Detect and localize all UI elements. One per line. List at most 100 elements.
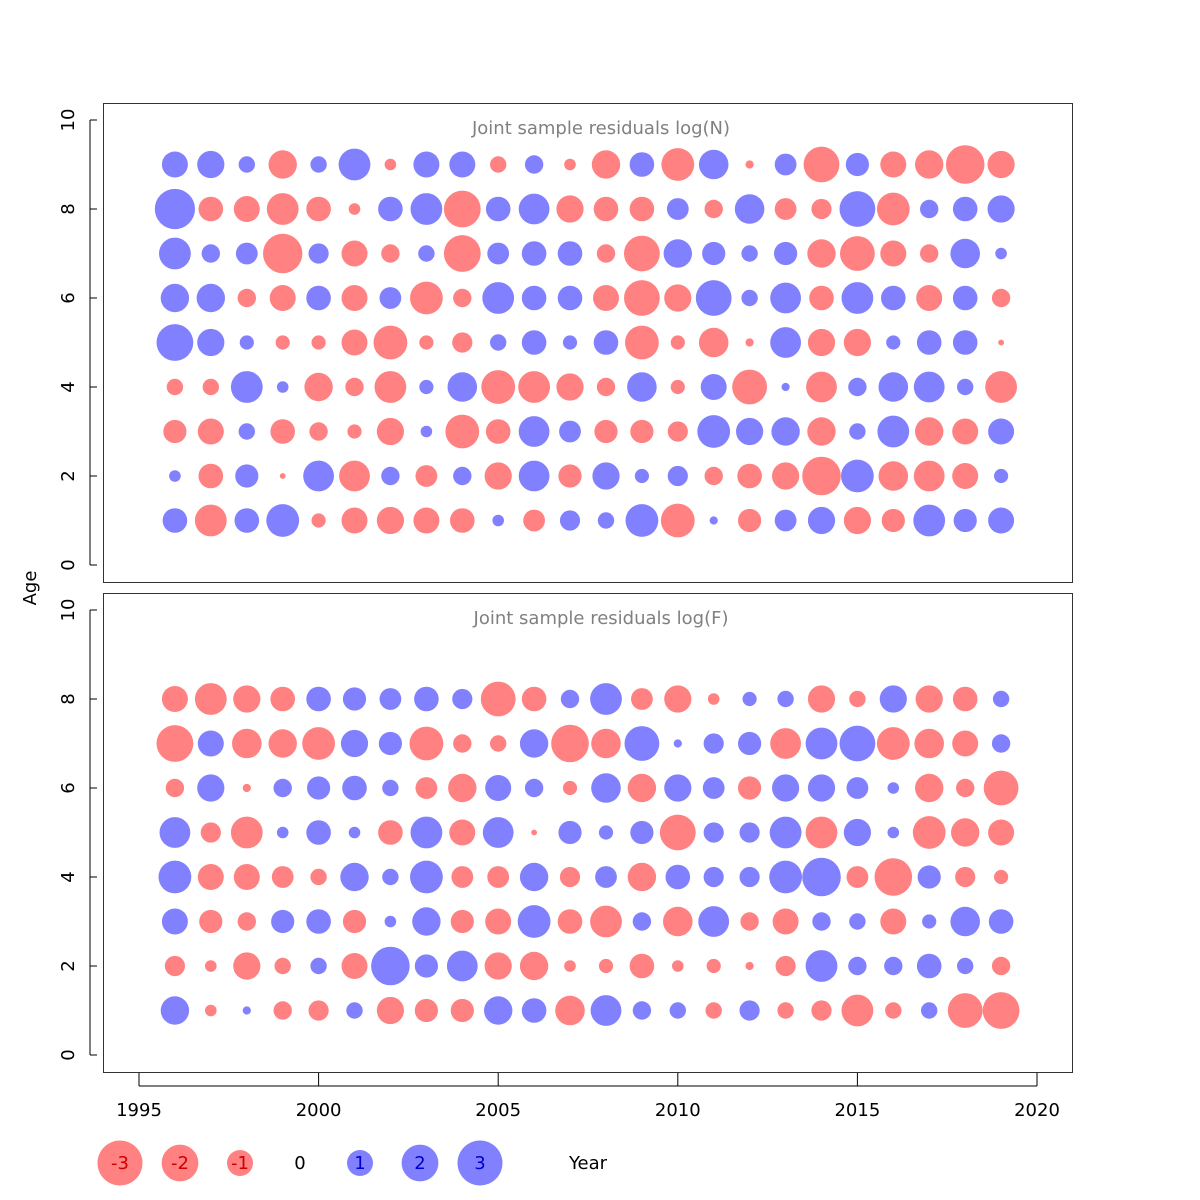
bubble-n-age4-2010 [670,379,685,395]
legend-bubble-1 [347,1150,373,1176]
bubble-f-age2-2018 [957,957,974,975]
bubble-n-age6-2007 [557,285,583,311]
bubble-n-age1-2011 [709,516,718,525]
bubble-f-age7-2016 [876,727,910,760]
bubble-f-age3-2009 [632,912,652,931]
bubble-n-age4-2009 [627,372,657,402]
legend-bubble-2 [401,1144,439,1182]
bubble-n-age3-2013 [771,417,800,446]
bubble-n-age7-2010 [663,239,692,268]
bubble-f-age6-1996 [165,778,185,798]
bubble-f-age7-2014 [805,727,838,760]
bubble-f-age8-2006 [521,686,547,712]
bubble-f-age2-2014 [805,950,838,982]
bubble-f-age7-2010 [673,739,682,748]
bubble-n-age4-2011 [700,374,727,400]
bubble-f-age7-2015 [839,725,876,762]
y-tick-label-4: 4 [58,871,79,882]
bubble-f-age4-2004 [451,866,474,888]
bubble-n-age3-1998 [238,423,255,440]
bubble-n-age9-2018 [945,145,985,184]
bubble-n-age9-2002 [384,158,397,171]
bubble-n-age4-1997 [202,378,219,396]
bubble-f-age1-2005 [484,996,513,1025]
bubble-n-age7-2018 [950,238,980,269]
bubble-n-age1-2019 [988,507,1015,534]
bubble-f-age7-2000 [302,727,335,760]
bubble-n-age3-1996 [163,419,187,444]
bubble-f-age2-2002 [371,946,410,986]
bubble-f-age1-2007 [555,995,585,1026]
bubble-f-age4-2003 [410,860,443,894]
bubble-f-age8-2014 [807,685,836,713]
panel-log-f-title: Joint sample residuals log(F) [473,608,729,629]
bubble-f-age4-2008 [595,866,617,888]
bubble-n-age9-2019 [987,150,1015,179]
bubble-f-age3-1999 [271,909,295,934]
bubble-f-age6-2010 [664,774,692,802]
bubble-f-age7-2005 [490,735,507,752]
bubble-n-age7-2016 [880,240,907,267]
bubble-n-age9-2013 [774,153,797,176]
bubble-f-age2-2009 [629,953,655,979]
panel-log-n-bubbles [154,145,1017,538]
bubble-n-age4-2007 [556,373,584,401]
bubble-n-age8-2007 [556,195,584,223]
bubble-f-age1-2011 [705,1002,722,1019]
bubble-f-age3-2012 [740,912,759,931]
panel-log-n-y-axis: 0 2 4 6 8 10 [58,109,97,571]
bubble-f-age8-1997 [194,683,227,715]
bubble-n-age3-2003 [420,425,433,438]
bubble-f-age6-2000 [307,776,331,800]
bubble-n-age5-2010 [670,335,685,350]
legend-label--3: -3 [111,1153,129,1174]
bubble-f-age2-2001 [341,953,368,979]
y-tick-label-0: 0 [58,559,79,570]
bubble-n-age8-2012 [734,194,765,224]
bubble-n-age3-2016 [877,415,910,448]
bubble-f-age7-2012 [738,731,762,756]
bubble-f-age1-2008 [590,995,622,1026]
bubble-f-age2-2005 [484,952,512,980]
x-tick-label-2005: 2005 [475,1100,521,1121]
bubble-n-age2-1999 [279,473,286,479]
bubble-n-age5-2019 [998,339,1004,346]
bubble-f-age1-2015 [841,994,874,1027]
bubble-f-age8-1996 [161,686,188,712]
bubble-n-age4-2000 [304,372,333,402]
bubble-n-age8-1997 [198,196,224,222]
bubble-f-age1-1996 [160,996,190,1025]
bubble-f-age5-2008 [598,825,614,840]
bubble-n-age1-2006 [523,509,545,532]
legend-label--2: -2 [171,1153,189,1174]
bubble-f-age3-2010 [663,906,693,937]
bubble-n-age6-1998 [237,288,256,308]
bubble-n-age8-2019 [987,195,1015,223]
bubble-n-age5-2002 [373,325,408,360]
bubble-f-age5-1997 [200,822,221,843]
bubble-f-age4-2000 [310,868,327,886]
bubble-f-age8-2001 [342,687,367,711]
bubble-f-age8-2002 [379,688,402,710]
bubble-f-age1-2019 [982,992,1020,1029]
bubble-n-age2-2000 [303,460,334,492]
bubble-f-age1-2014 [811,1000,832,1021]
bubble-n-age7-2004 [443,235,481,272]
bubble-f-age8-2011 [707,693,720,705]
panel-log-f-bubbles [156,681,1020,1029]
bubble-f-age6-1999 [273,778,292,798]
bubble-n-age9-1996 [161,151,188,178]
bubble-n-age8-2017 [920,199,939,219]
bubble-f-age4-2013 [769,860,802,894]
bubble-f-age3-2018 [950,906,980,937]
bubble-n-age5-2001 [341,329,368,356]
bubble-n-age5-1997 [197,328,225,357]
bubble-n-age7-1997 [201,244,220,263]
bubble-f-age2-2015 [848,956,867,976]
bubble-f-age2-2000 [310,957,327,975]
bubble-f-age8-2008 [590,683,622,715]
bubble-f-age3-2007 [557,909,583,934]
bubble-f-age4-1996 [158,860,192,894]
bubble-n-age3-2018 [952,418,979,445]
legend-label-1: 1 [354,1153,365,1174]
